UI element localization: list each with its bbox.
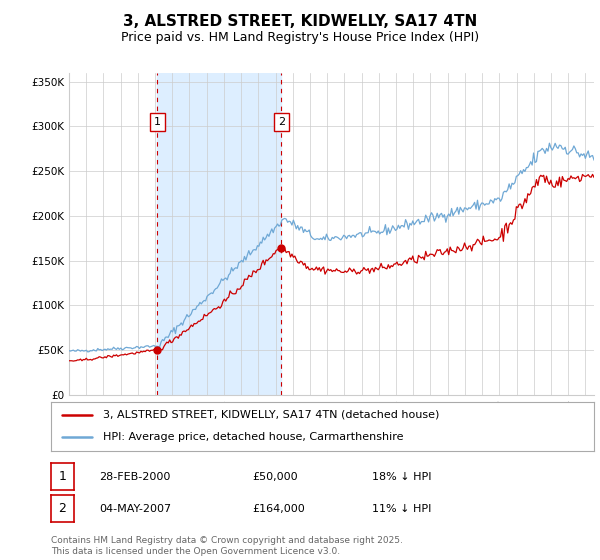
Text: 04-MAY-2007: 04-MAY-2007	[99, 504, 171, 514]
Text: 3, ALSTRED STREET, KIDWELLY, SA17 4TN (detached house): 3, ALSTRED STREET, KIDWELLY, SA17 4TN (d…	[103, 410, 439, 420]
Text: 1: 1	[154, 117, 161, 127]
Text: 11% ↓ HPI: 11% ↓ HPI	[372, 504, 431, 514]
Text: £50,000: £50,000	[252, 472, 298, 482]
Text: 18% ↓ HPI: 18% ↓ HPI	[372, 472, 431, 482]
Text: 2: 2	[278, 117, 285, 127]
Text: HPI: Average price, detached house, Carmarthenshire: HPI: Average price, detached house, Carm…	[103, 432, 403, 442]
Text: 3, ALSTRED STREET, KIDWELLY, SA17 4TN: 3, ALSTRED STREET, KIDWELLY, SA17 4TN	[123, 14, 477, 29]
Text: 28-FEB-2000: 28-FEB-2000	[99, 472, 170, 482]
Text: 2: 2	[58, 502, 67, 515]
Text: 1: 1	[58, 470, 67, 483]
Text: Contains HM Land Registry data © Crown copyright and database right 2025.
This d: Contains HM Land Registry data © Crown c…	[51, 536, 403, 556]
Text: £164,000: £164,000	[252, 504, 305, 514]
Text: Price paid vs. HM Land Registry's House Price Index (HPI): Price paid vs. HM Land Registry's House …	[121, 31, 479, 44]
Bar	[157, 73, 281, 395]
